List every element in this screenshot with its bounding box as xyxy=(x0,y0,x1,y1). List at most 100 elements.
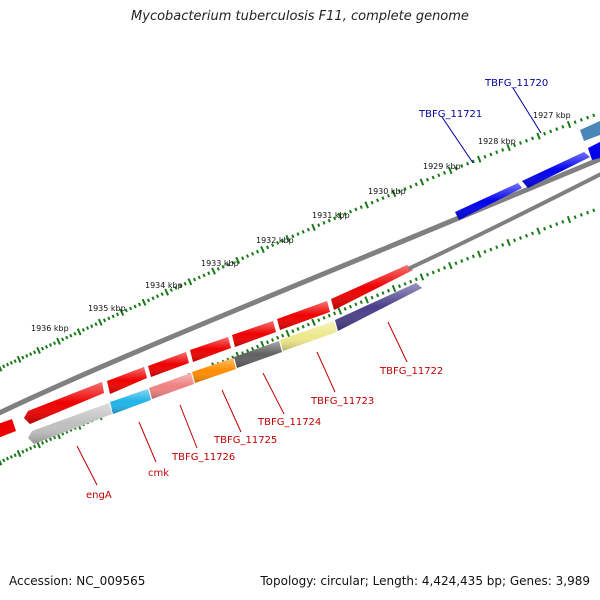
inner-tick xyxy=(454,261,458,266)
outer-tick xyxy=(119,308,125,317)
kbp-label-1936: 1936 kbp xyxy=(31,324,69,333)
kbp-label-1932: 1932 kbp xyxy=(256,236,294,245)
outer-tick xyxy=(231,260,235,265)
outer-tick xyxy=(81,328,85,332)
outer-tick xyxy=(501,148,505,152)
outer-tick xyxy=(25,353,29,358)
inner-tick xyxy=(543,226,547,231)
gene-label-tbfg-11726: TBFG_11726 xyxy=(171,452,235,463)
outer-tick xyxy=(151,296,155,301)
outer-tick xyxy=(16,355,22,363)
inner-tick xyxy=(448,262,453,270)
outer-tick xyxy=(549,129,553,134)
inner-tick xyxy=(530,231,535,236)
inner-tick xyxy=(471,254,475,259)
inner-tick xyxy=(48,437,53,442)
outer-tick xyxy=(386,193,391,198)
gene-label-tbfg-11721: TBFG_11721 xyxy=(418,109,482,120)
gene-tbfg-11722[interactable] xyxy=(335,283,422,331)
outer-tick xyxy=(409,184,413,189)
inner-tick xyxy=(409,279,413,284)
outer-tick xyxy=(437,173,441,178)
inner-tick xyxy=(561,219,565,224)
inner-tick xyxy=(466,256,470,261)
outer-tick xyxy=(322,221,326,225)
kbp-labels: 1927 kbp 1928 kbp 1929 kbp 1930 kbp 1931… xyxy=(31,111,571,333)
gene-partial-steelblue[interactable] xyxy=(580,121,600,141)
outer-tick xyxy=(197,275,201,280)
outer-tick xyxy=(381,196,385,200)
outer-tick xyxy=(454,166,458,171)
gene-tbfg-11721[interactable] xyxy=(455,183,522,220)
topology-text: Topology: circular; Length: 4,424,435 bp… xyxy=(260,574,590,588)
inner-tick xyxy=(506,238,511,247)
inner-tick xyxy=(0,459,3,466)
outer-tick xyxy=(375,198,380,203)
cds-3[interactable] xyxy=(107,367,147,394)
inner-tick xyxy=(327,313,331,318)
gene-tbfg-11726[interactable] xyxy=(149,373,194,399)
inner-tick xyxy=(337,307,343,315)
outer-tick xyxy=(0,365,3,372)
outer-tick xyxy=(102,318,107,323)
inner-tick xyxy=(579,213,583,217)
inner-tick xyxy=(317,318,321,322)
cds-4[interactable] xyxy=(148,352,189,377)
outer-tick xyxy=(202,273,206,278)
gene-tbfg-11724[interactable] xyxy=(234,341,282,368)
outer-tick xyxy=(129,306,133,311)
inner-tick xyxy=(44,439,49,443)
gene-partial-blue[interactable] xyxy=(588,142,600,160)
outer-tick xyxy=(187,278,193,286)
gene-labels: TBFG_11720 TBFG_11721 engA cmk TBFG_1172… xyxy=(86,78,548,501)
outer-tick xyxy=(425,177,430,182)
inner-tick xyxy=(29,446,33,451)
inner-tick xyxy=(348,304,353,309)
inner-tick xyxy=(354,302,358,307)
kbp-label-1934: 1934 kbp xyxy=(145,281,183,290)
outer-tick xyxy=(9,360,13,365)
gene-label-cmk: cmk xyxy=(148,468,169,479)
inner-tick xyxy=(381,291,385,295)
gene-cmk[interactable] xyxy=(110,389,151,414)
outer-tick xyxy=(13,359,17,364)
outer-tick xyxy=(419,178,425,186)
outer-tick xyxy=(483,154,487,159)
outer-tick xyxy=(160,292,164,297)
outer-tick xyxy=(241,256,245,261)
outer-tick xyxy=(32,350,37,355)
outer-tick xyxy=(448,167,453,175)
inner-tick xyxy=(332,311,337,316)
cds-5[interactable] xyxy=(190,337,231,362)
outer-tick xyxy=(431,175,435,180)
inner-tick xyxy=(524,233,529,238)
cds-6[interactable] xyxy=(232,321,276,347)
outer-tick xyxy=(506,143,511,152)
inner-tick xyxy=(276,335,280,340)
outer-tick xyxy=(137,302,142,307)
inner-tick xyxy=(375,293,380,298)
inner-tick xyxy=(311,318,316,326)
kbp-label-1928: 1928 kbp xyxy=(478,137,516,146)
cds-1[interactable] xyxy=(0,419,16,438)
kbp-label-1929: 1929 kbp xyxy=(423,162,461,171)
outer-tick xyxy=(260,245,265,254)
outer-tick xyxy=(471,159,475,164)
outer-tick xyxy=(164,288,170,296)
gene-tbfg-11725[interactable] xyxy=(192,358,236,383)
outer-tick xyxy=(245,254,250,258)
outer-tick xyxy=(530,136,535,141)
outer-tick xyxy=(317,223,321,228)
outer-tick xyxy=(97,318,103,326)
outer-tick xyxy=(270,243,275,247)
outer-tick xyxy=(354,207,358,212)
outer-tick xyxy=(133,304,137,309)
outer-tick xyxy=(359,205,363,210)
outer-tick xyxy=(343,212,347,216)
inner-tick xyxy=(442,266,447,270)
outer-tick xyxy=(536,132,541,140)
outer-tick xyxy=(460,164,464,168)
inner-tick xyxy=(536,227,541,235)
